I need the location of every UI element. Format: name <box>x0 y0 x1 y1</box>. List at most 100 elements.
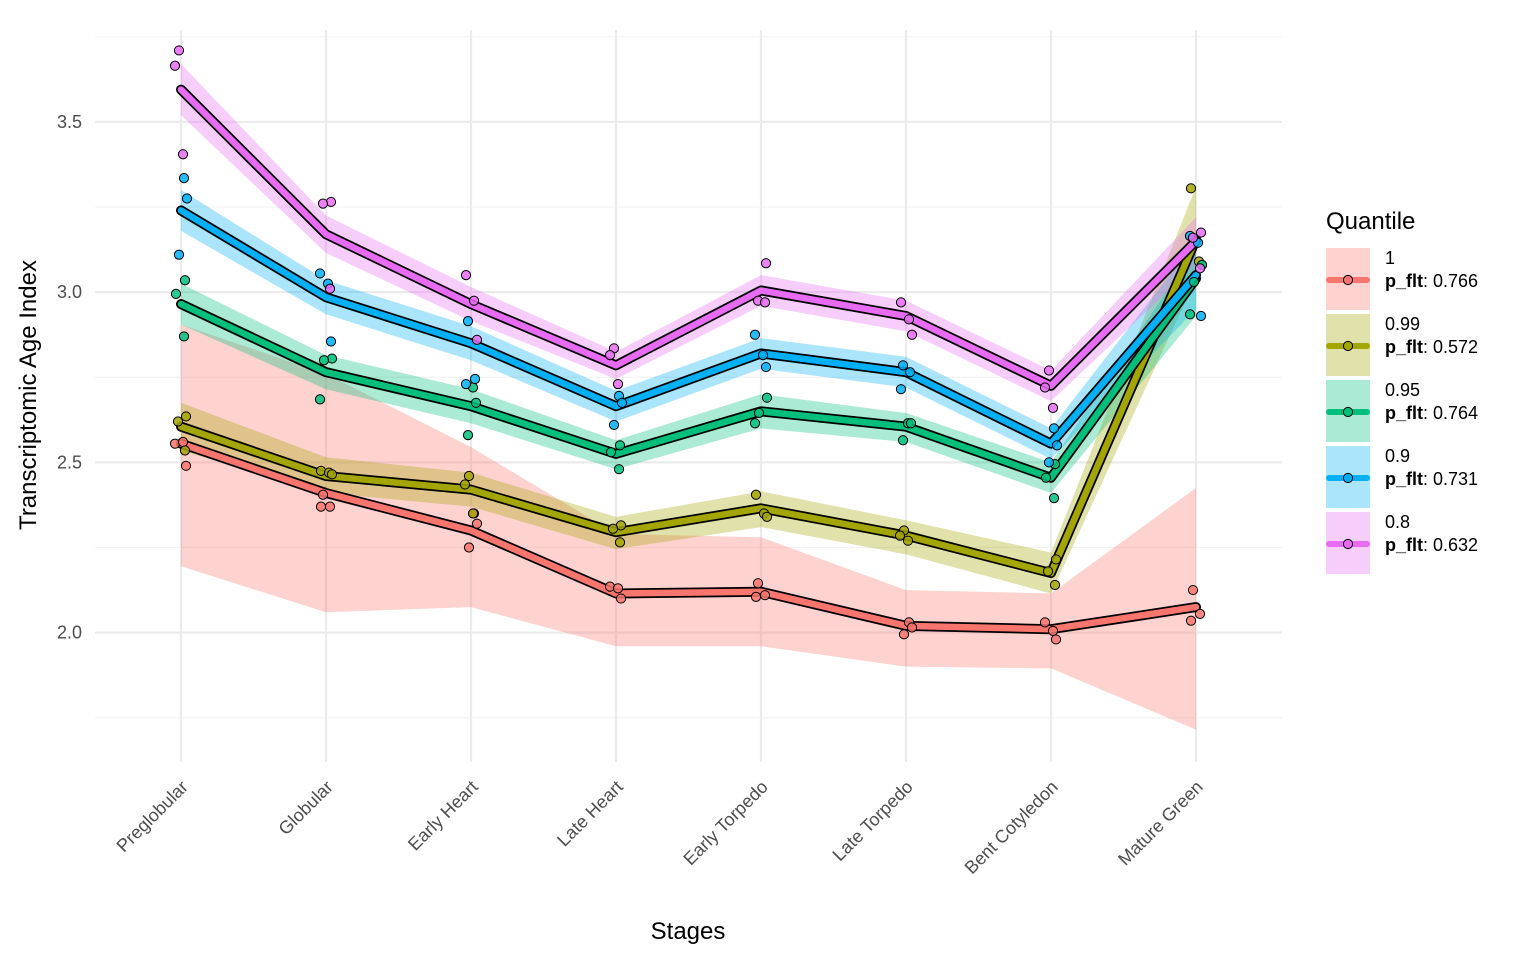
data-point-1 <box>898 629 910 640</box>
data-point-0.95 <box>1184 309 1196 320</box>
legend-stat-value: : 0.572 <box>1423 337 1478 357</box>
data-point-0.9 <box>325 336 337 347</box>
data-point-0.8 <box>1195 227 1207 238</box>
data-point-0.99 <box>467 508 479 519</box>
legend-label-0.8: 0.8 <box>1385 512 1410 532</box>
data-point-1 <box>1050 634 1062 645</box>
data-point-0.95 <box>462 430 474 441</box>
data-point-0.99 <box>1185 183 1197 194</box>
legend-stat-label: p_flt <box>1385 469 1423 489</box>
data-point-0.9 <box>181 193 193 204</box>
y-tick-label: 3.5 <box>57 112 82 132</box>
data-point-1 <box>180 460 192 471</box>
data-point-0.95 <box>179 275 191 286</box>
data-point-0.9 <box>897 360 909 371</box>
data-point-0.99 <box>172 416 184 427</box>
data-point-0.99 <box>180 411 192 422</box>
data-point-0.99 <box>1042 566 1054 577</box>
data-point-0.95 <box>614 440 626 451</box>
legend-stat-0.8: p_flt: 0.632 <box>1385 535 1478 555</box>
data-point-0.8 <box>1043 365 1055 376</box>
data-point-0.95 <box>314 394 326 405</box>
data-point-0.9 <box>1043 457 1055 468</box>
data-point-0.9 <box>749 329 761 340</box>
x-tick-label: Late Torpedo <box>829 777 917 865</box>
data-point-1 <box>1047 625 1059 637</box>
data-point-0.99 <box>459 479 471 490</box>
data-point-0.8 <box>173 45 185 56</box>
x-tick-label: Preglobular <box>113 777 192 856</box>
y-axis-title: Transcriptomic Age Index <box>15 260 42 530</box>
legend-stat-0.95: p_flt: 0.764 <box>1385 403 1478 423</box>
x-tick-label: Early Heart <box>404 777 482 855</box>
data-point-1 <box>1185 615 1197 626</box>
y-tick-label: 2.0 <box>57 623 82 643</box>
legend-stat-value: : 0.766 <box>1423 271 1478 291</box>
data-point-0.95 <box>1188 276 1200 288</box>
data-point-0.9 <box>1048 423 1060 434</box>
data-point-0.8 <box>1194 263 1206 274</box>
legend-stat-label: p_flt <box>1385 403 1423 423</box>
legend-label-0.95: 0.95 <box>1385 380 1420 400</box>
data-point-0.8 <box>1187 232 1199 243</box>
legend-stat-0.9: p_flt: 0.731 <box>1385 469 1478 489</box>
series-line-0.9 <box>177 207 1200 447</box>
x-axis-ticks: Preglobular Globular Early Heart Late Heart… <box>113 777 1207 878</box>
legend-point-0.95 <box>1342 406 1354 418</box>
data-point-0.8 <box>759 297 771 308</box>
data-point-0.99 <box>614 537 626 548</box>
data-point-1 <box>317 489 329 500</box>
legend-stat-label: p_flt <box>1385 337 1423 357</box>
legend-stat-1: p_flt: 0.766 <box>1385 271 1478 291</box>
data-point-0.8 <box>906 329 918 340</box>
data-point-0.9 <box>616 397 628 408</box>
data-point-0.8 <box>471 334 483 345</box>
data-point-1 <box>759 590 771 601</box>
legend-point-0.99 <box>1342 340 1354 352</box>
data-point-0.8 <box>604 350 616 361</box>
data-point-0.95 <box>1048 493 1060 504</box>
data-point-1 <box>1039 617 1051 628</box>
data-point-0.95 <box>905 418 917 429</box>
data-point-0.8 <box>317 198 329 209</box>
data-point-0.95 <box>1040 472 1052 483</box>
x-tick-label: Mature Green <box>1114 777 1207 870</box>
legend-point-1 <box>1342 274 1354 286</box>
data-point-1 <box>906 622 918 633</box>
data-point-0.9 <box>173 249 185 260</box>
data-point-0.9 <box>895 384 907 395</box>
legend-label-0.9: 0.9 <box>1385 446 1410 466</box>
data-point-0.8 <box>177 149 189 160</box>
data-point-0.99 <box>326 469 338 480</box>
y-tick-label: 3.0 <box>57 282 82 302</box>
legend-label-0.99: 0.99 <box>1385 314 1420 334</box>
series-line-0.8 <box>177 86 1200 390</box>
data-points <box>169 45 1208 645</box>
series-line-0.95 <box>177 275 1200 481</box>
y-axis-ticks: 2.0 2.5 3.0 3.5 <box>57 112 82 643</box>
data-point-0.99 <box>179 445 191 456</box>
data-point-0.8 <box>1039 382 1051 393</box>
data-point-0.95 <box>178 331 190 342</box>
series-lines <box>176 84 1201 635</box>
legend-stat-label: p_flt <box>1385 271 1423 291</box>
data-point-0.9 <box>178 173 190 184</box>
x-tick-label: Late Heart <box>553 777 627 851</box>
x-tick-label: Globular <box>275 777 337 839</box>
data-point-0.9 <box>469 373 481 385</box>
data-point-1 <box>463 542 475 553</box>
data-point-1 <box>315 501 327 512</box>
data-point-1 <box>1194 608 1206 619</box>
data-point-0.9 <box>460 378 472 390</box>
data-point-0.9 <box>757 350 769 361</box>
data-point-0.8 <box>1047 402 1059 414</box>
data-point-1 <box>1187 584 1199 596</box>
series-line-1 <box>177 440 1200 633</box>
ribbon-0.8 <box>181 64 1196 402</box>
data-point-0.9 <box>904 367 916 378</box>
data-point-0.99 <box>750 489 762 500</box>
data-point-0.99 <box>902 535 914 546</box>
data-point-0.8 <box>460 270 472 281</box>
data-point-1 <box>471 518 483 529</box>
